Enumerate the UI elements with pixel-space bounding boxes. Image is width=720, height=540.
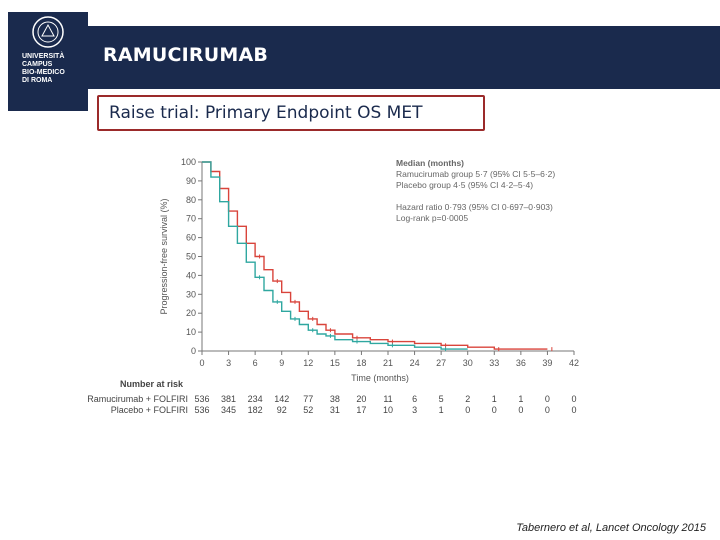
x-tick-label: 21 bbox=[383, 358, 393, 368]
risk-row-label: Placebo + FOLFIRI bbox=[111, 405, 188, 415]
page-title: RAMUCIRUMAB bbox=[103, 44, 269, 66]
series-line-placebo bbox=[202, 161, 468, 350]
risk-cell: 17 bbox=[356, 405, 366, 415]
x-tick-label: 42 bbox=[569, 358, 579, 368]
x-tick-label: 27 bbox=[436, 358, 446, 368]
y-tick-label: 50 bbox=[186, 252, 196, 262]
subtitle-box: Raise trial: Primary Endpoint OS MET bbox=[97, 95, 485, 131]
risk-cell: 1 bbox=[518, 394, 523, 404]
risk-cell: 77 bbox=[303, 394, 313, 404]
risk-cell: 38 bbox=[330, 394, 340, 404]
risk-cell: 0 bbox=[571, 394, 576, 404]
y-tick-label: 10 bbox=[186, 327, 196, 337]
y-tick-label: 20 bbox=[186, 308, 196, 318]
y-axis-label: Progression-free survival (%) bbox=[159, 198, 169, 314]
x-tick-label: 6 bbox=[253, 358, 258, 368]
risk-cell: 1 bbox=[439, 405, 444, 415]
x-tick-label: 33 bbox=[489, 358, 499, 368]
risk-cell: 0 bbox=[571, 405, 576, 415]
logo-text: UNIVERSITÀ CAMPUS BIO-MEDICO DI ROMA bbox=[22, 53, 65, 84]
x-tick-label: 9 bbox=[279, 358, 284, 368]
risk-cell: 52 bbox=[303, 405, 313, 415]
slide-subtitle: Raise trial: Primary Endpoint OS MET bbox=[109, 103, 423, 123]
chart-series bbox=[202, 161, 553, 352]
header-bar: RAMUCIRUMAB bbox=[87, 26, 720, 89]
risk-cell: 3 bbox=[412, 405, 417, 415]
university-seal-icon bbox=[32, 16, 64, 48]
risk-cell: 11 bbox=[383, 394, 392, 404]
risk-cell: 31 bbox=[330, 405, 340, 415]
y-tick-label: 90 bbox=[186, 176, 196, 186]
risk-cell: 10 bbox=[383, 405, 393, 415]
risk-cell: 92 bbox=[277, 405, 287, 415]
risk-cell: 5 bbox=[439, 394, 444, 404]
x-tick-label: 12 bbox=[303, 358, 313, 368]
x-tick-label: 0 bbox=[199, 358, 204, 368]
citation: Tabernero et al, Lancet Oncology 2015 bbox=[516, 522, 706, 534]
legend-title: Median (months) bbox=[396, 158, 464, 168]
y-tick-label: 0 bbox=[191, 346, 196, 356]
risk-cell: 381 bbox=[221, 394, 236, 404]
risk-table-title: Number at risk bbox=[120, 379, 184, 389]
x-tick-label: 18 bbox=[356, 358, 366, 368]
legend-line-0: Ramucirumab group 5·7 (95% CI 5·5–6·2) bbox=[396, 169, 555, 179]
risk-row-label: Ramucirumab + FOLFIRI bbox=[87, 394, 188, 404]
risk-cell: 142 bbox=[274, 394, 289, 404]
legend-line-1: Placebo group 4·5 (95% CI 4·2–5·4) bbox=[396, 180, 533, 190]
risk-cell: 0 bbox=[465, 405, 470, 415]
risk-cell: 0 bbox=[492, 405, 497, 415]
y-tick-label: 30 bbox=[186, 289, 196, 299]
risk-cell: 0 bbox=[545, 394, 550, 404]
x-tick-label: 3 bbox=[226, 358, 231, 368]
series-line-ramucirumab bbox=[202, 161, 548, 350]
risk-cell: 182 bbox=[248, 405, 263, 415]
y-tick-label: 40 bbox=[186, 270, 196, 280]
y-tick-label: 70 bbox=[186, 214, 196, 224]
risk-cell: 536 bbox=[194, 394, 209, 404]
chart-legend: Median (months)Ramucirumab group 5·7 (95… bbox=[396, 158, 555, 223]
risk-cell: 0 bbox=[545, 405, 550, 415]
risk-cell: 1 bbox=[492, 394, 497, 404]
risk-cell: 2 bbox=[465, 394, 470, 404]
x-axis-label: Time (months) bbox=[351, 373, 409, 383]
legend-line-3: Hazard ratio 0·793 (95% CI 0·697–0·903) bbox=[396, 202, 553, 212]
y-tick-label: 100 bbox=[181, 157, 196, 167]
y-tick-label: 80 bbox=[186, 195, 196, 205]
x-tick-label: 39 bbox=[542, 358, 552, 368]
risk-cell: 20 bbox=[356, 394, 366, 404]
y-tick-label: 60 bbox=[186, 233, 196, 243]
x-tick-label: 15 bbox=[330, 358, 340, 368]
risk-cell: 234 bbox=[248, 394, 263, 404]
x-tick-label: 24 bbox=[410, 358, 420, 368]
risk-cell: 345 bbox=[221, 405, 236, 415]
x-tick-label: 36 bbox=[516, 358, 526, 368]
university-logo: UNIVERSITÀ CAMPUS BIO-MEDICO DI ROMA bbox=[8, 12, 88, 111]
risk-cell: 536 bbox=[194, 405, 209, 415]
risk-cell: 6 bbox=[412, 394, 417, 404]
x-tick-label: 30 bbox=[463, 358, 473, 368]
risk-cell: 0 bbox=[518, 405, 523, 415]
legend-line-4: Log-rank p=0·0005 bbox=[396, 213, 468, 223]
